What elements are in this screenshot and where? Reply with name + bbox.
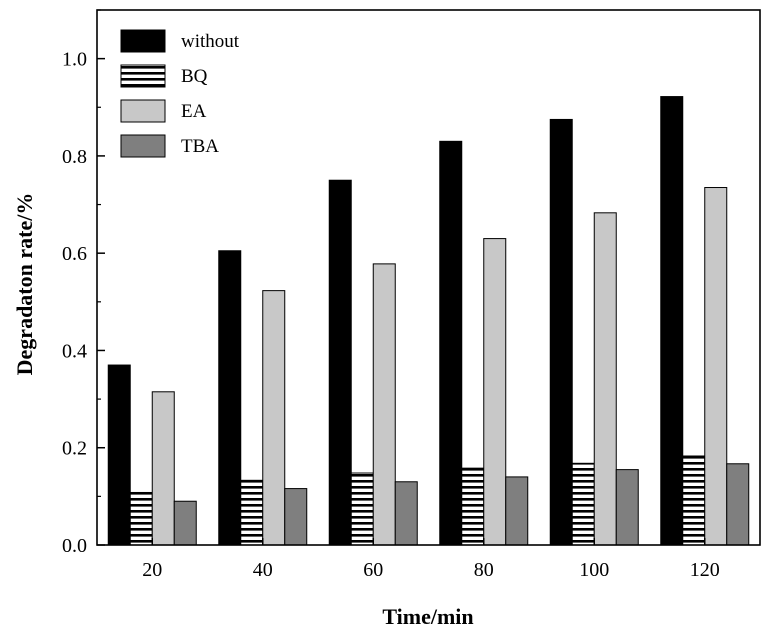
legend-label-tba: TBA <box>181 136 219 157</box>
x-axis-title: Time/min <box>382 604 473 629</box>
bar-bq-60 <box>350 472 374 546</box>
legend-swatch-without <box>120 29 166 53</box>
bar-without-60 <box>328 179 352 546</box>
legend-swatch-ea <box>120 99 166 123</box>
bar-ea-100 <box>593 212 617 546</box>
y-tick-label: 0.8 <box>62 146 87 168</box>
y-tick-label: 0.0 <box>62 535 87 557</box>
bar-without-40 <box>218 250 242 546</box>
y-axis: 0.0 0.2 0.4 0.6 0.8 1.0 <box>62 9 105 557</box>
bar-bq-80 <box>461 467 485 546</box>
bar-without-80 <box>439 140 463 546</box>
x-tick-label: 120 <box>690 559 720 581</box>
x-axis: 20 40 60 80 100 120 <box>142 538 720 581</box>
x-tick-label: 80 <box>474 559 494 581</box>
legend-swatch-tba <box>120 134 166 158</box>
legend: without BQ EA TBA <box>120 29 240 158</box>
bar-tba-60 <box>394 481 418 546</box>
bar-ea-80 <box>483 238 507 546</box>
bar-tba-40 <box>284 488 308 546</box>
x-tick-label: 20 <box>142 559 162 581</box>
y-tick-label: 0.4 <box>62 340 87 362</box>
bar-ea-40 <box>262 290 286 546</box>
x-tick-label: 60 <box>363 559 383 581</box>
x-tick-label: 100 <box>579 559 609 581</box>
bar-bq-120 <box>682 455 706 546</box>
bar-tba-120 <box>726 463 750 546</box>
y-tick-label: 0.2 <box>62 438 87 460</box>
bars-layer <box>107 96 750 546</box>
bar-bq-20 <box>129 491 153 546</box>
bar-without-20 <box>107 364 131 546</box>
y-axis-title: Degradaton rate/% <box>12 193 37 376</box>
y-tick-label: 0.6 <box>62 243 87 265</box>
bar-tba-20 <box>173 500 197 546</box>
bar-without-100 <box>549 118 573 546</box>
bar-bq-100 <box>571 462 595 546</box>
bar-ea-60 <box>372 263 396 546</box>
plot-frame <box>96 9 761 546</box>
bar-ea-20 <box>151 391 175 546</box>
bar-tba-80 <box>505 476 529 546</box>
x-tick-label: 40 <box>253 559 273 581</box>
y-tick-label: 1.0 <box>62 49 87 71</box>
legend-label-bq: BQ <box>181 66 208 87</box>
bar-tba-100 <box>615 469 639 546</box>
bar-ea-120 <box>704 187 728 546</box>
bar-bq-40 <box>240 479 264 546</box>
bar-without-120 <box>660 96 684 546</box>
legend-swatch-bq <box>120 64 166 88</box>
legend-label-without: without <box>181 31 240 52</box>
legend-label-ea: EA <box>181 101 207 122</box>
